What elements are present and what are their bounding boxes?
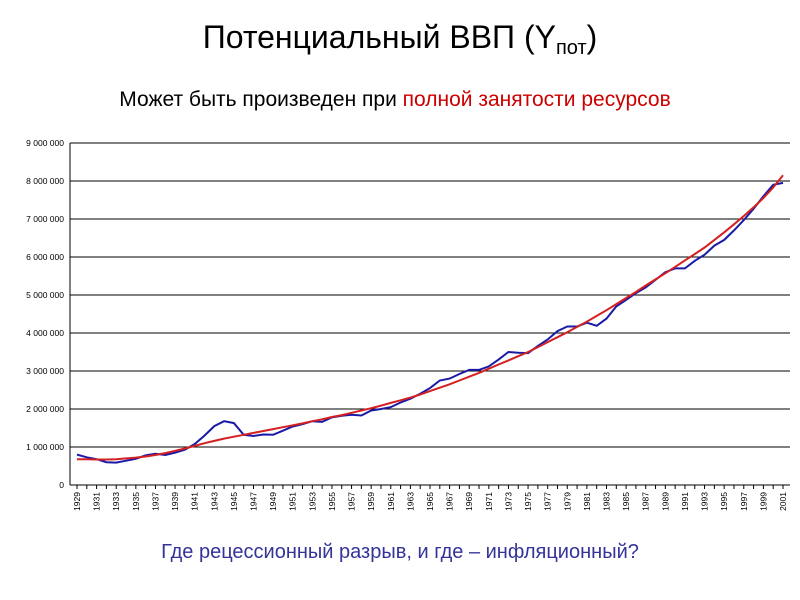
x-tick-label: 1987	[641, 492, 651, 511]
x-tick-label: 1941	[190, 492, 200, 511]
x-tick-label: 1947	[249, 492, 259, 511]
x-tick-label: 1981	[582, 492, 592, 511]
x-tick-label: 1951	[288, 492, 298, 511]
x-tick-label: 2001	[778, 492, 788, 511]
y-tick-label: 4 000 000	[26, 328, 64, 338]
x-tick-label: 1975	[523, 492, 533, 511]
x-tick-label: 1933	[111, 492, 121, 511]
x-tick-label: 1995	[719, 492, 729, 511]
y-tick-label: 6 000 000	[26, 252, 64, 262]
y-tick-label: 5 000 000	[26, 290, 64, 300]
x-tick-label: 1973	[503, 492, 513, 511]
y-tick-label: 3 000 000	[26, 366, 64, 376]
x-tick-label: 1961	[386, 492, 396, 511]
series-line	[77, 174, 784, 461]
x-tick-label: 1955	[327, 492, 337, 511]
title-subscript: пот	[556, 37, 587, 59]
x-tick-label: 1943	[209, 492, 219, 511]
x-tick-label: 1939	[170, 492, 180, 511]
x-tick-label: 1931	[92, 492, 102, 511]
x-tick-label: 1971	[484, 492, 494, 511]
subtitle-highlight: полной занятости ресурсов	[403, 88, 671, 111]
x-tick-label: 1993	[700, 492, 710, 511]
x-tick-label: 1985	[621, 492, 631, 511]
y-tick-label: 9 000 000	[26, 138, 64, 148]
title-end: )	[587, 19, 598, 55]
y-tick-label: 2 000 000	[26, 404, 64, 414]
x-tick-label: 1937	[150, 492, 160, 511]
y-tick-label: 8 000 000	[26, 176, 64, 186]
y-tick-label: 7 000 000	[26, 214, 64, 224]
x-tick-label: 1945	[229, 492, 239, 511]
title-main: Потенциальный ВВП (Y	[203, 19, 556, 55]
x-tick-label: 1929	[72, 492, 82, 511]
question: Где рецессионный разрыв, и где – инфляци…	[161, 541, 639, 563]
y-tick-label: 1 000 000	[26, 442, 64, 452]
x-tick-label: 1977	[543, 492, 553, 511]
y-tick-label: 0	[59, 480, 64, 490]
x-tick-label: 1959	[366, 492, 376, 511]
subtitle-plain: Может быть произведен при	[119, 88, 402, 111]
x-tick-label: 1989	[660, 492, 670, 511]
slide-title: Потенциальный ВВП (Yпот)	[203, 19, 598, 59]
x-tick-label: 1963	[405, 492, 415, 511]
x-tick-label: 1949	[268, 492, 278, 511]
x-tick-label: 1979	[562, 492, 572, 511]
x-tick-label: 1969	[464, 492, 474, 511]
x-tick-label: 1965	[425, 492, 435, 511]
x-tick-label: 1999	[758, 492, 768, 511]
x-tick-label: 1935	[131, 492, 141, 511]
subtitle: Может быть произведен при полной занятос…	[119, 88, 670, 111]
x-tick-label: 1967	[445, 492, 455, 511]
x-tick-label: 1991	[680, 492, 690, 511]
series-line	[76, 181, 784, 464]
x-tick-label: 1997	[739, 492, 749, 511]
x-tick-label: 1957	[347, 492, 357, 511]
x-tick-label: 1953	[307, 492, 317, 511]
x-tick-label: 1983	[602, 492, 612, 511]
